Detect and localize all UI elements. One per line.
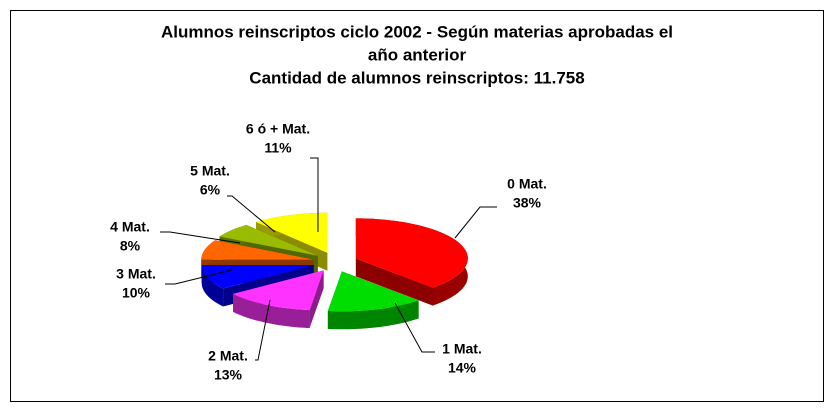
slice-side (355, 258, 433, 306)
category-label: 2 Mat. (208, 348, 248, 364)
value-label: 11% (264, 140, 292, 156)
category-label: 3 Mat. (116, 266, 156, 282)
value-label: 6% (200, 182, 221, 198)
slice-side (327, 300, 419, 330)
value-label: 8% (120, 238, 141, 254)
value-label: 38% (513, 195, 542, 211)
leader-line (310, 157, 319, 232)
value-label: 10% (122, 285, 151, 301)
category-label: 1 Mat. (442, 341, 482, 357)
category-label: 0 Mat. (507, 176, 547, 192)
slice-side (233, 293, 310, 329)
slice (327, 271, 419, 312)
leader-line (160, 231, 241, 244)
leader-line (255, 299, 271, 361)
labels: 0 Mat. 38% 1 Mat. 14% 2 Mat. 13% 3 Mat. 10% 4 Ma… (110, 121, 547, 383)
chart-frame (10, 10, 824, 402)
leader-line (165, 269, 233, 285)
category-label: 4 Mat. (110, 219, 150, 235)
slice (219, 224, 318, 256)
slice (201, 240, 314, 260)
slice (256, 212, 328, 253)
value-label: 13% (214, 367, 243, 383)
chart-title: Alumnos reinscriptos ciclo 2002 - Según … (161, 22, 673, 41)
leader-line (227, 195, 276, 233)
slice (355, 218, 468, 288)
slice-side (201, 265, 224, 307)
chart-subtitle: Cantidad de alumnos reinscriptos: 11.758 (249, 68, 584, 87)
category-label: 5 Mat. (190, 163, 230, 179)
chart-title: año anterior (368, 45, 467, 64)
slice (233, 270, 324, 311)
leader-line (394, 302, 435, 353)
leader-line (454, 206, 497, 239)
category-label: 6 ó + Mat. (246, 121, 310, 137)
value-label: 14% (448, 360, 477, 376)
pie (201, 212, 468, 330)
